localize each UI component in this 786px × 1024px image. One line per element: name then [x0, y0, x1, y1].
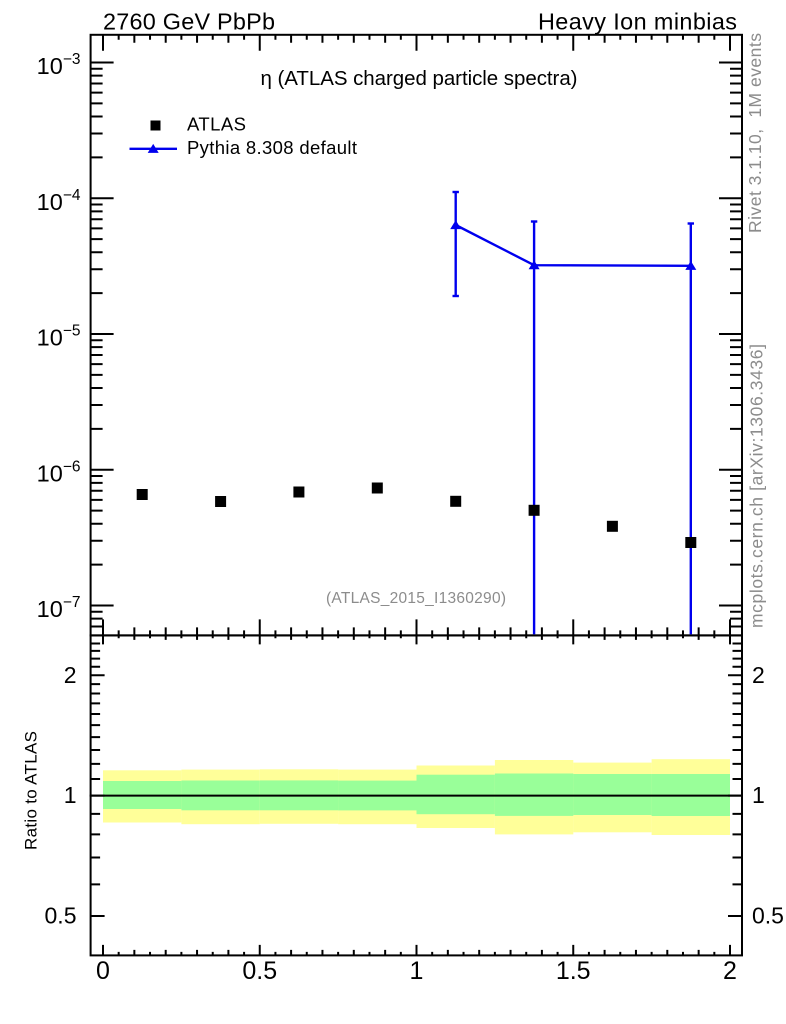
svg-text:2: 2 — [723, 957, 737, 985]
svg-text:0.5: 0.5 — [752, 903, 784, 929]
svg-text:10−7: 10−7 — [37, 594, 81, 622]
svg-text:10−5: 10−5 — [37, 323, 81, 351]
svg-text:1.5: 1.5 — [556, 957, 591, 985]
svg-text:ATLAS: ATLAS — [187, 114, 246, 135]
svg-text:1: 1 — [752, 782, 765, 808]
svg-text:η (ATLAS charged particle spec: η (ATLAS charged particle spectra) — [261, 67, 578, 90]
svg-text:1: 1 — [64, 782, 77, 808]
svg-text:10−3: 10−3 — [37, 51, 81, 79]
svg-text:0.5: 0.5 — [45, 903, 77, 929]
svg-text:(ATLAS_2015_I1360290): (ATLAS_2015_I1360290) — [326, 590, 506, 607]
svg-text:Pythia 8.308 default: Pythia 8.308 default — [187, 137, 357, 158]
svg-text:0.5: 0.5 — [242, 957, 277, 985]
svg-text:0: 0 — [96, 957, 110, 985]
svg-text:2: 2 — [64, 662, 77, 688]
svg-text:Rivet 3.1.10, 1M events: Rivet 3.1.10, 1M events — [745, 33, 765, 233]
svg-text:Ratio to ATLAS: Ratio to ATLAS — [22, 731, 41, 850]
svg-text:2: 2 — [752, 662, 765, 688]
svg-text:Heavy Ion minbias: Heavy Ion minbias — [538, 8, 737, 34]
svg-text:10−6: 10−6 — [37, 458, 81, 486]
svg-text:mcplots.cern.ch [arXiv:1306.34: mcplots.cern.ch [arXiv:1306.3436] — [747, 344, 767, 628]
svg-text:2760 GeV PbPb: 2760 GeV PbPb — [103, 8, 275, 34]
svg-text:1: 1 — [410, 957, 424, 985]
svg-text:10−4: 10−4 — [37, 187, 81, 215]
